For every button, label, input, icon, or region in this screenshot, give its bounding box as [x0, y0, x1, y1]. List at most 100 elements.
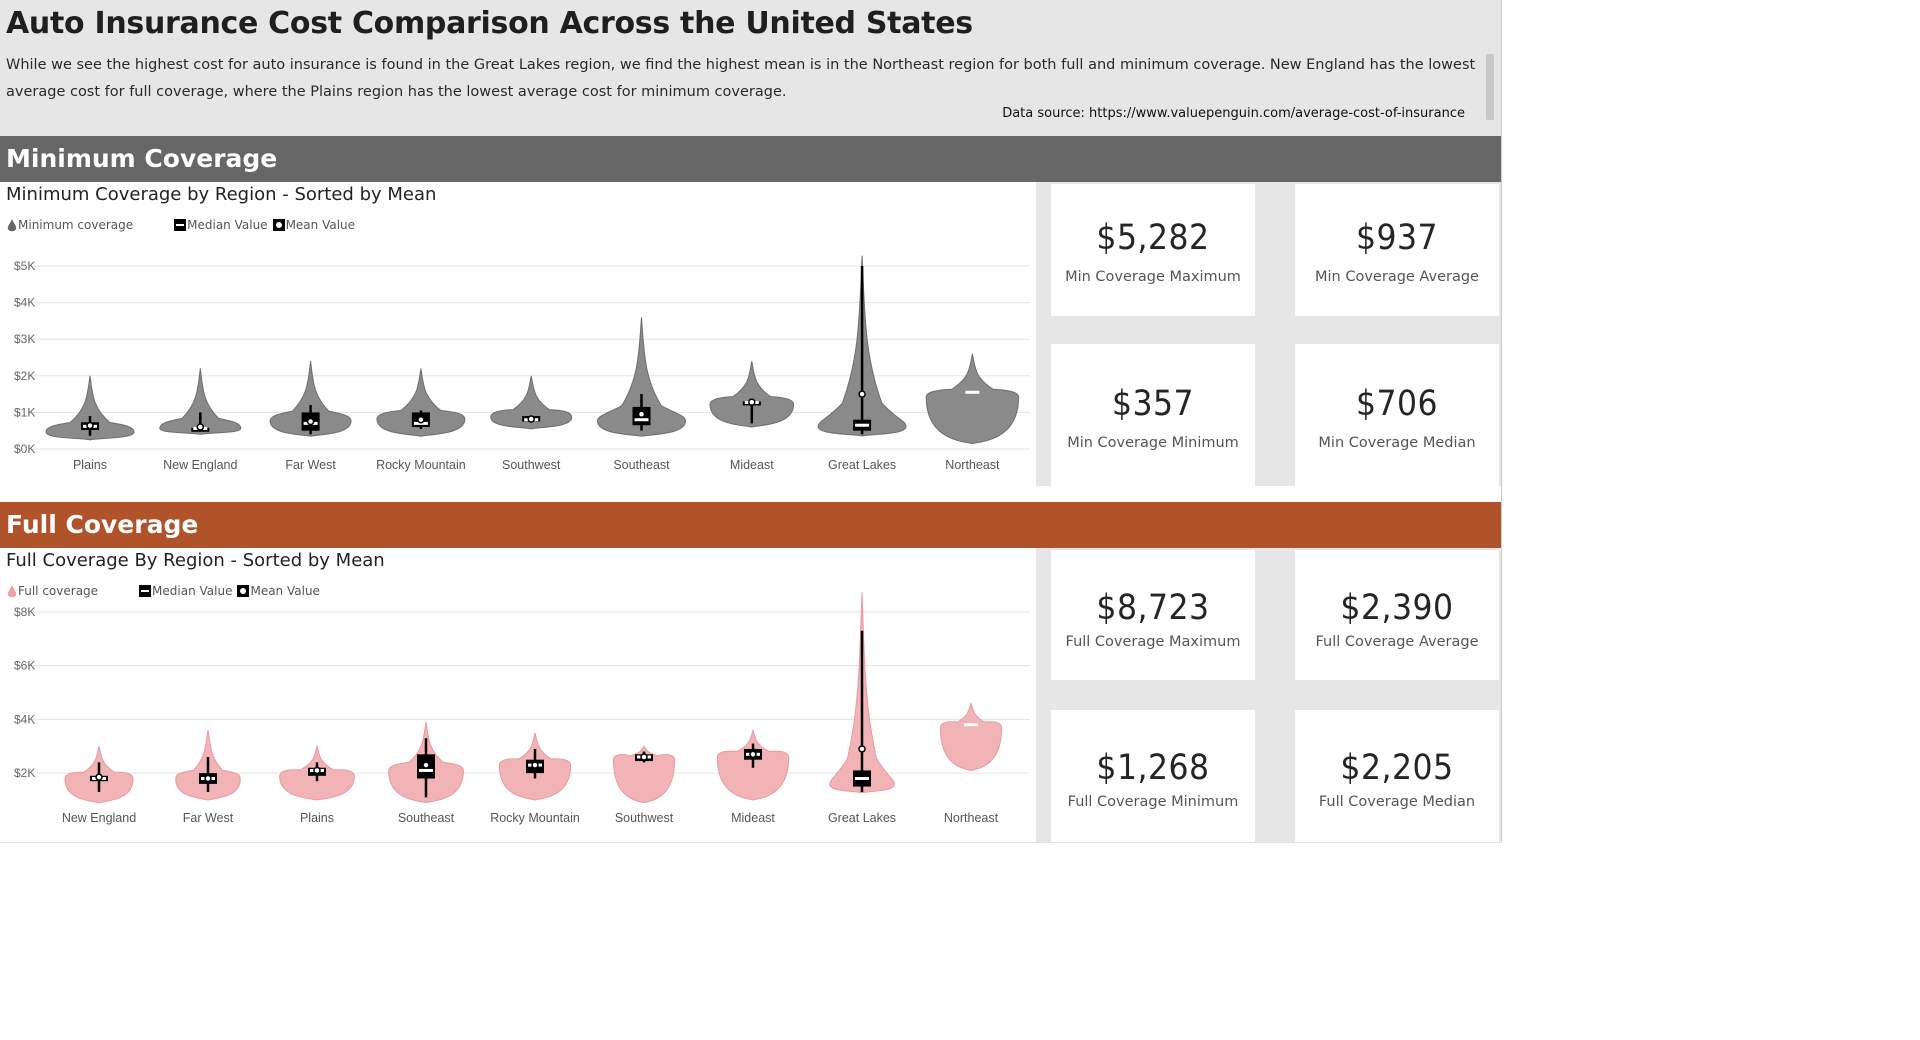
x-category-label: Southwest	[502, 458, 561, 472]
y-tick-label: $2K	[14, 369, 35, 383]
y-tick-label: $5K	[14, 259, 35, 273]
kpi-label: Min Coverage Average	[1315, 269, 1479, 285]
x-category-label: Mideast	[730, 458, 774, 472]
median-marker	[855, 423, 870, 427]
violin-shape	[269, 361, 352, 437]
x-category-label: New England	[62, 811, 136, 825]
violin-shape	[376, 368, 466, 437]
violin-group	[388, 721, 464, 804]
mean-marker	[313, 766, 321, 775]
mean-swatch-icon	[237, 585, 250, 597]
median-swatch-icon	[139, 585, 152, 597]
violin-shape	[159, 368, 242, 435]
full-chart-title: Full Coverage By Region - Sorted by Mean	[6, 550, 385, 571]
violin-group	[279, 744, 355, 801]
kpi-label: Min Coverage Median	[1318, 435, 1476, 451]
mean-marker	[858, 390, 866, 398]
full-chart-legend[interactable]: Full coverage Median Value Mean Value	[6, 584, 320, 598]
mean-marker	[95, 773, 103, 781]
legend-item-mean[interactable]: Mean Value	[272, 218, 355, 232]
violin-group	[817, 255, 907, 437]
mean-marker	[640, 753, 648, 761]
mean-marker	[637, 410, 646, 418]
header-textbox: Auto Insurance Cost Comparison Across th…	[0, 0, 1501, 136]
violin-group	[159, 368, 242, 435]
legend-item-mean[interactable]: Mean Value	[236, 584, 320, 598]
kpi-card-full-median[interactable]: $2,205 Full Coverage Median	[1295, 710, 1499, 842]
kpi-card-full-max[interactable]: $8,723 Full Coverage Maximum	[1051, 550, 1255, 680]
mean-marker	[204, 774, 212, 783]
violin-group	[925, 353, 1020, 445]
kpi-label: Full Coverage Maximum	[1065, 634, 1241, 650]
median-marker	[964, 723, 978, 727]
legend-item-median[interactable]: Median Value	[138, 584, 232, 598]
kpi-label: Full Coverage Average	[1315, 634, 1479, 650]
minimum-chart-title: Minimum Coverage by Region - Sorted by M…	[6, 184, 437, 205]
kpi-value: $2,205	[1340, 748, 1454, 788]
violin-group	[829, 592, 895, 794]
legend-item-series[interactable]: Full coverage	[6, 584, 98, 598]
y-tick-label: $8K	[14, 605, 35, 619]
violin-shape	[596, 317, 687, 437]
median-marker	[855, 777, 869, 780]
mean-marker	[749, 750, 757, 759]
kpi-value: $937	[1355, 218, 1439, 258]
y-tick-label: $1K	[14, 405, 35, 419]
x-category-label: Southeast	[398, 811, 455, 825]
violin-group	[45, 375, 135, 441]
legend-mean-label: Mean Value	[250, 584, 320, 598]
x-category-label: Far West	[183, 811, 234, 825]
x-category-label: Far West	[285, 458, 336, 472]
full-violin-chart[interactable]: $2K $4K $6K $8K New England Far West Plains Sou…	[0, 0, 1040, 842]
median-marker	[965, 390, 980, 394]
textbox-scrollbar[interactable]	[1486, 54, 1494, 120]
mean-marker	[196, 423, 205, 431]
kpi-card-full-average[interactable]: $2,390 Full Coverage Average	[1295, 550, 1499, 680]
y-tick-label: $4K	[14, 296, 35, 310]
data-source-text: Data source: https://www.valuepenguin.co…	[1002, 106, 1465, 121]
x-category-label: New England	[163, 458, 237, 472]
violin-group	[498, 732, 572, 801]
median-marker	[634, 418, 649, 422]
y-tick-label: $0K	[14, 442, 35, 456]
x-category-label: Great Lakes	[828, 458, 896, 472]
kpi-card-min-median[interactable]: $706 Min Coverage Median	[1295, 344, 1499, 486]
x-category-label: Mideast	[731, 811, 775, 825]
x-category-label: Northeast	[945, 458, 1000, 472]
median-marker	[419, 768, 433, 772]
minimum-chart-legend[interactable]: Minimum coverage Median Value Mean Value	[6, 218, 355, 232]
kpi-label: Full Coverage Median	[1318, 794, 1476, 810]
kpi-card-min-average[interactable]: $937 Min Coverage Average	[1295, 184, 1499, 316]
violin-group	[709, 361, 795, 428]
legend-item-median[interactable]: Median Value	[173, 218, 268, 232]
violin-shape	[490, 375, 573, 430]
mean-marker	[531, 761, 539, 769]
violin-swatch-icon	[7, 585, 17, 598]
mean-marker	[417, 415, 425, 424]
y-tick-label: $4K	[14, 712, 35, 726]
kpi-value: $357	[1111, 384, 1195, 424]
mean-marker	[527, 415, 535, 423]
mean-marker	[858, 745, 866, 753]
y-tick-label: $3K	[14, 332, 35, 346]
kpi-card-min-minimum[interactable]: $357 Min Coverage Minimum	[1051, 344, 1255, 486]
y-tick-label: $6K	[14, 659, 35, 673]
mean-marker	[306, 417, 315, 426]
kpi-label: Min Coverage Minimum	[1067, 435, 1239, 451]
violin-shape	[709, 361, 795, 428]
kpi-value: $1,268	[1096, 748, 1210, 788]
median-swatch-icon	[174, 219, 187, 231]
legend-median-label: Median Value	[187, 218, 268, 232]
x-category-label: Great Lakes	[828, 811, 896, 825]
x-category-label: Plains	[300, 811, 334, 825]
legend-item-series[interactable]: Minimum coverage	[6, 218, 133, 232]
kpi-label: Min Coverage Maximum	[1065, 269, 1241, 285]
x-category-label: Plains	[73, 458, 107, 472]
kpi-value: $706	[1355, 384, 1439, 424]
kpi-card-min-max[interactable]: $5,282 Min Coverage Maximum	[1051, 184, 1255, 316]
legend-mean-label: Mean Value	[285, 218, 356, 232]
kpi-card-full-minimum[interactable]: $1,268 Full Coverage Minimum	[1051, 710, 1255, 842]
page-title: Auto Insurance Cost Comparison Across th…	[6, 6, 973, 41]
violin-group	[939, 701, 1003, 771]
minimum-violin-chart[interactable]: $0K $1K $2K $3K $4K $5K Plains New England Far W…	[0, 0, 1040, 490]
